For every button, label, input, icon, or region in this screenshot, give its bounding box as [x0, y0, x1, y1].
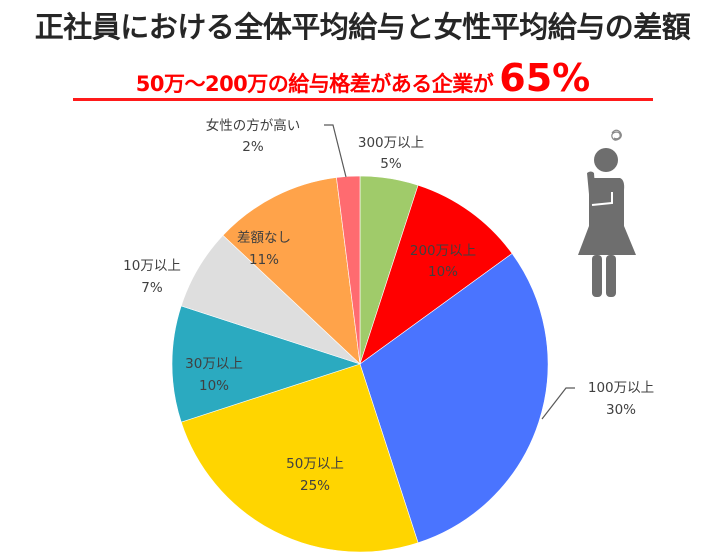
label-name: 100万以上	[588, 380, 654, 396]
label-pct: 10%	[199, 378, 229, 394]
label-pct: 2%	[242, 139, 264, 155]
pie-slice-1	[359, 184, 513, 365]
label-300man: 300万以上 5%	[358, 135, 424, 172]
leader-line-100man	[541, 387, 575, 420]
leader-line-women-higher	[324, 124, 347, 178]
label-name: 女性の方が高い	[206, 117, 301, 134]
label-30man: 30万以上 10%	[185, 356, 243, 394]
label-name: 50万以上	[286, 456, 344, 472]
label-no-difference: 差額なし 11%	[237, 230, 291, 268]
label-name: 200万以上	[410, 243, 476, 259]
chart-subtitle: 50万～200万の給与格差がある企業が 65%	[73, 58, 653, 101]
label-name: 300万以上	[358, 135, 424, 151]
pie-slice-3	[180, 363, 419, 553]
label-100man: 100万以上 30%	[588, 380, 654, 418]
subtitle-text: 50万～200万の給与格差がある企業が	[135, 72, 494, 96]
pie-slice-2	[359, 253, 549, 544]
label-name: 30万以上	[185, 356, 243, 372]
label-10man: 10万以上 7%	[123, 258, 181, 296]
chart-title: 正社員における全体平均給与と女性平均給与の差額	[34, 10, 691, 44]
label-pct: 10%	[428, 264, 458, 280]
slice-labels: 300万以上 5% 200万以上 10% 100万以上 30% 50万以上 25…	[123, 117, 654, 494]
label-50man: 50万以上 25%	[286, 456, 344, 494]
pie-slices	[171, 175, 549, 553]
thinking-woman-icon	[578, 129, 636, 297]
label-pct: 7%	[141, 280, 163, 296]
label-pct: 30%	[606, 402, 636, 418]
label-pct: 11%	[249, 252, 279, 268]
label-pct: 25%	[300, 478, 330, 494]
pie-slice-6	[222, 177, 361, 365]
label-name: 差額なし	[237, 230, 291, 246]
pie-slice-4	[171, 305, 361, 423]
label-pct: 5%	[380, 156, 402, 172]
label-name: 10万以上	[123, 258, 181, 274]
subtitle-highlight: 65%	[499, 56, 591, 100]
scribble-icon	[611, 129, 622, 141]
label-200man: 200万以上 10%	[410, 243, 476, 280]
pie-slice-7	[336, 175, 361, 365]
label-women-higher: 女性の方が高い 2%	[206, 117, 301, 155]
